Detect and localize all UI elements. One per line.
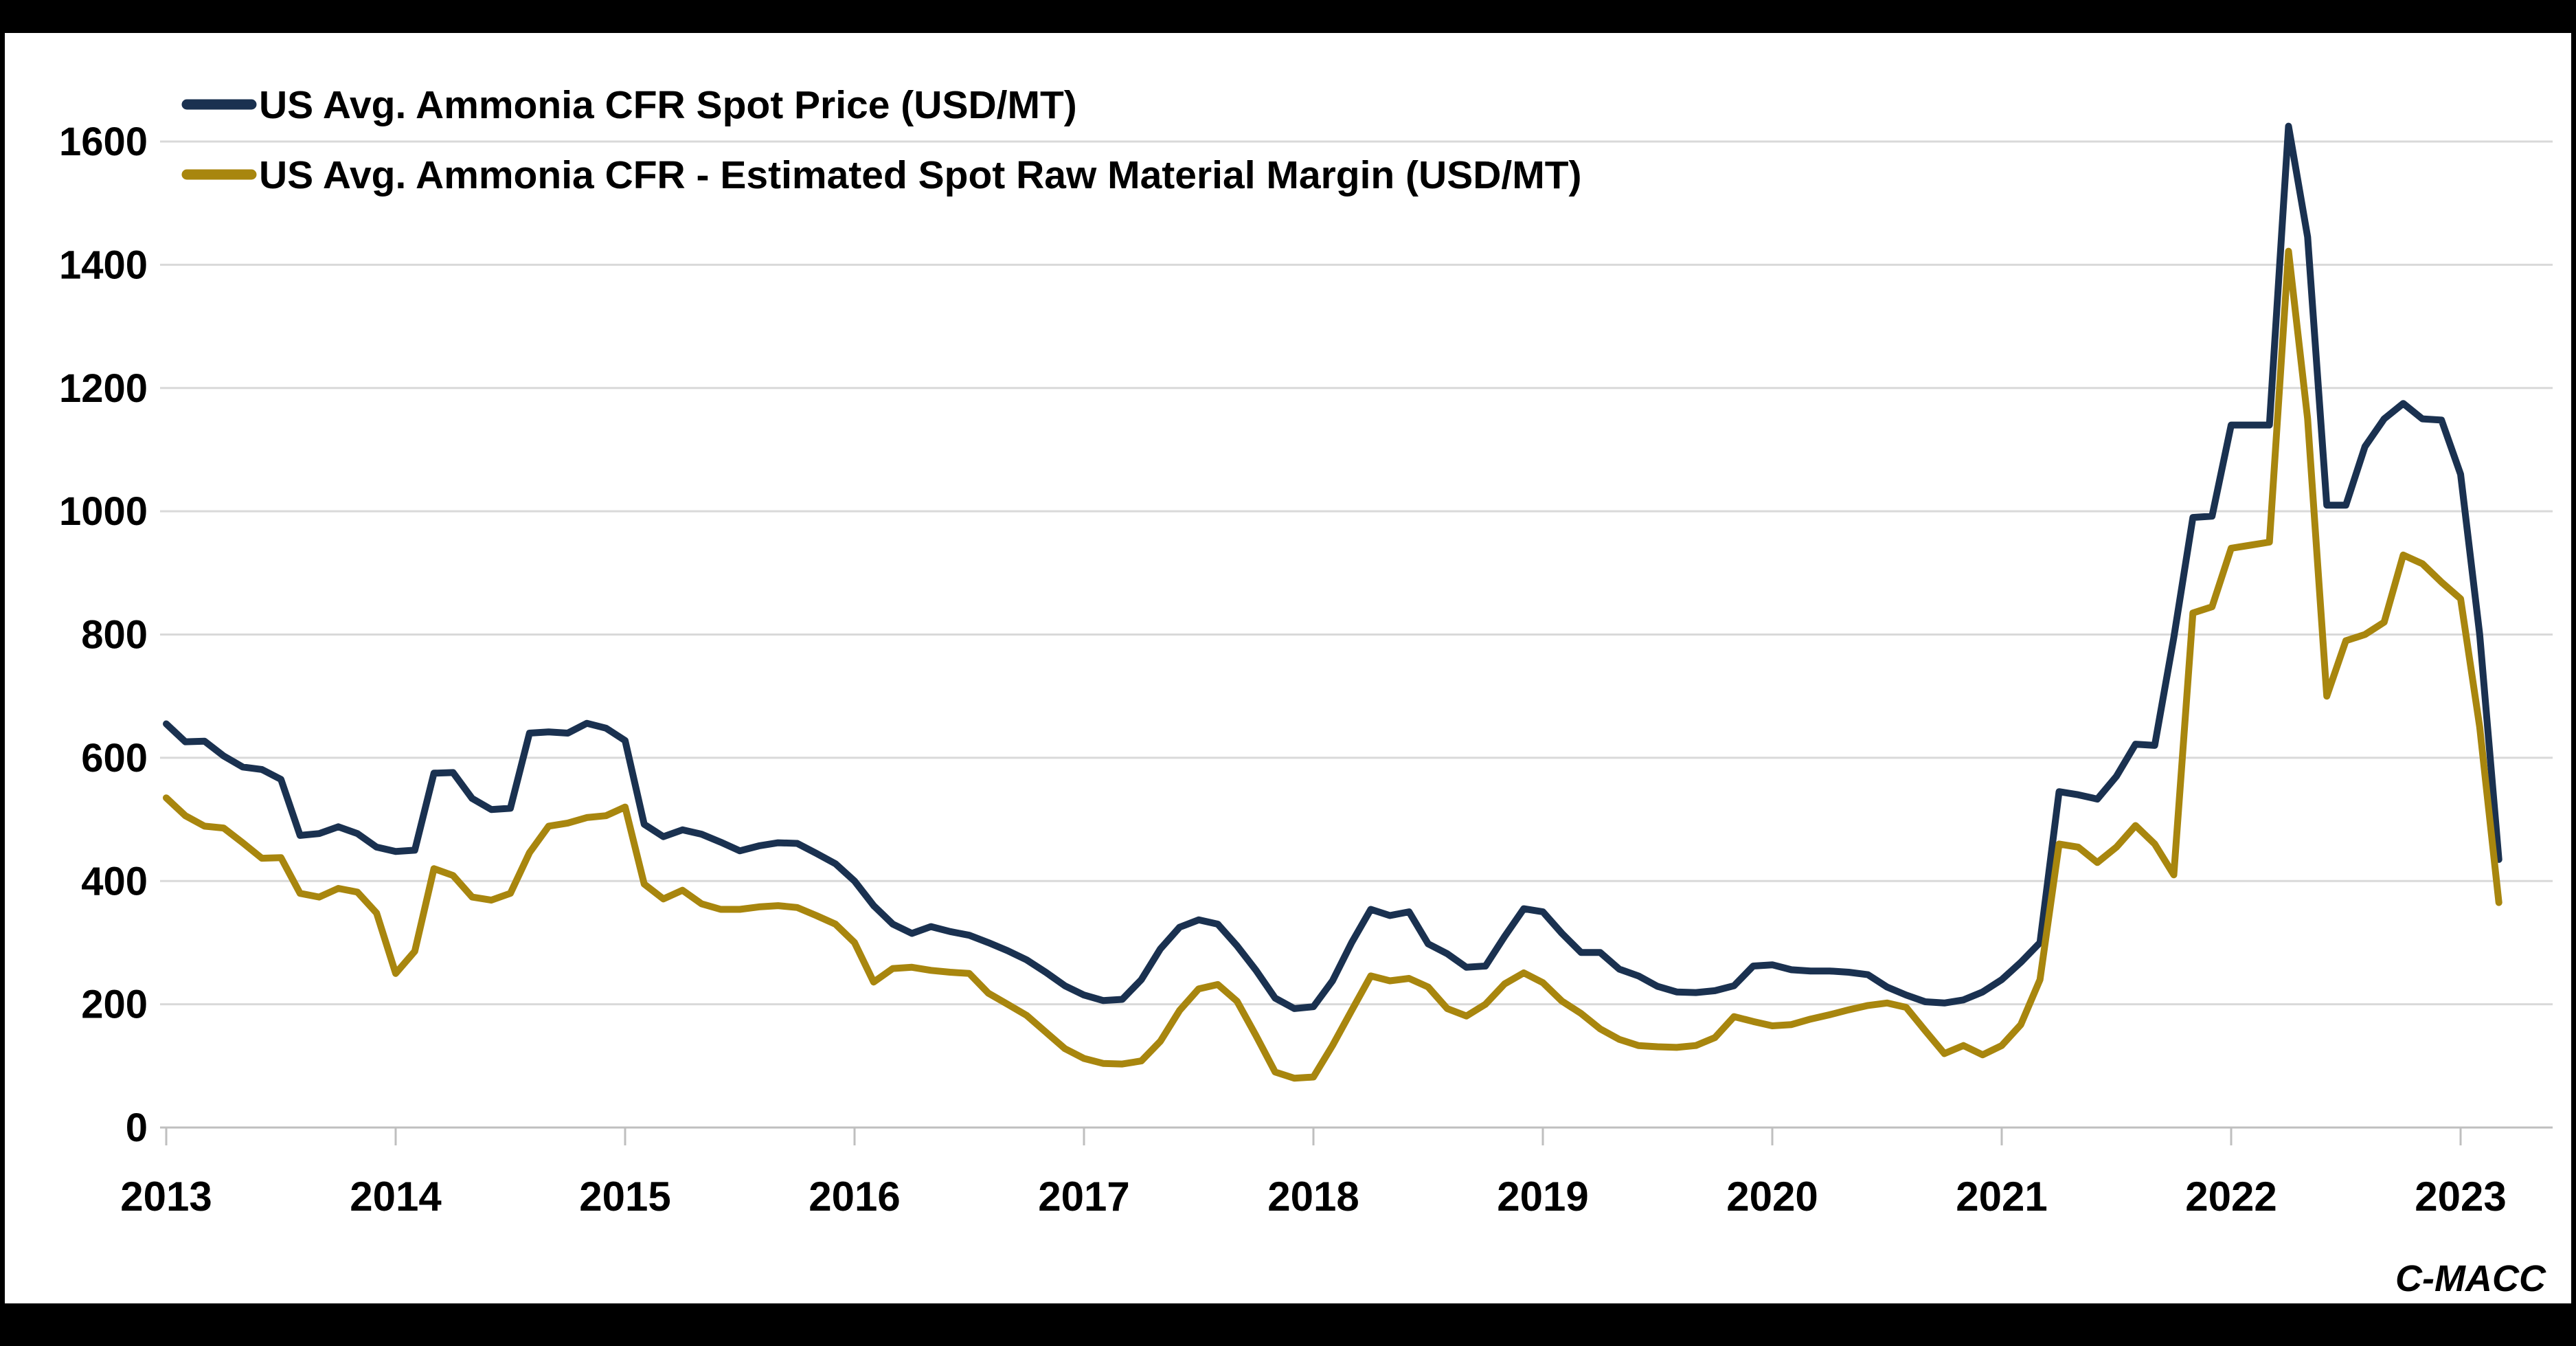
x-tick-label-2023: 2023 (2415, 1174, 2506, 1220)
y-tick-label-1400: 1400 (59, 243, 148, 287)
cmacc-watermark: C-MACC (2395, 1258, 2546, 1299)
y-axis-labels: 0 200 400 600 800 1000 1200 1400 1600 (59, 120, 148, 1150)
x-tick-label-2018: 2018 (1267, 1174, 1359, 1220)
y-tick-label-1000: 1000 (59, 489, 148, 534)
spot-price-line (163, 122, 2502, 1012)
x-tick-label-2017: 2017 (1038, 1174, 1129, 1220)
raw-material-margin-line (163, 247, 2502, 1082)
x-tick-label-2020: 2020 (1726, 1174, 1818, 1220)
gridlines (160, 140, 2553, 1129)
x-tick-label-2022: 2022 (2185, 1174, 2276, 1220)
y-tick-label-400: 400 (81, 859, 148, 904)
x-tick-label-2016: 2016 (809, 1174, 900, 1220)
x-tick-label-2019: 2019 (1497, 1174, 1588, 1220)
data-series (163, 122, 2502, 1082)
legend: US Avg. Ammonia CFR Spot Price (USD/MT) … (181, 83, 1582, 197)
y-tick-label-800: 800 (81, 613, 148, 658)
x-tick-label-2021: 2021 (1956, 1174, 2047, 1220)
legend-label-raw-material-margin: US Avg. Ammonia CFR - Estimated Spot Raw… (259, 153, 1582, 197)
chart-panel (5, 33, 2571, 1303)
x-axis-labels: 2013 2014 2015 2016 2017 2018 2019 2020 2021 2022… (120, 1174, 2506, 1220)
y-tick-label-0: 0 (126, 1106, 148, 1150)
y-tick-label-600: 600 (81, 736, 148, 781)
x-tick-label-2013: 2013 (120, 1174, 212, 1220)
y-tick-label-1200: 1200 (59, 366, 148, 411)
y-tick-label-1600: 1600 (59, 120, 148, 164)
y-tick-label-200: 200 (81, 983, 148, 1027)
x-axis (165, 1128, 2462, 1145)
x-tick-label-2015: 2015 (579, 1174, 670, 1220)
legend-label-spot-price: US Avg. Ammonia CFR Spot Price (USD/MT) (259, 83, 1077, 127)
x-tick-label-2014: 2014 (350, 1174, 442, 1220)
